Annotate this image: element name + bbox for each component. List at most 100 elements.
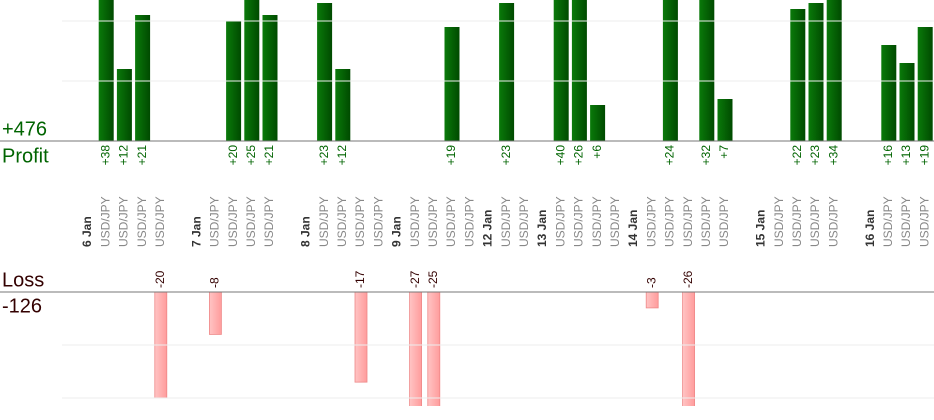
category-label: USD/JPY: [917, 196, 931, 247]
category-label: USD/JPY: [608, 196, 622, 247]
category-label: USD/JPY: [681, 196, 695, 247]
category-label: USD/JPY: [899, 196, 913, 247]
date-label: 9 Jan: [390, 216, 404, 247]
category-label: USD/JPY: [517, 196, 531, 247]
date-label: 12 Jan: [481, 210, 495, 247]
loss-value-label: -27: [408, 270, 422, 288]
category-label: USD/JPY: [590, 196, 604, 247]
profit-bar: [826, 0, 842, 141]
profit-value-label: +12: [117, 145, 131, 166]
date-label: 15 Jan: [754, 210, 768, 247]
profit-bar: [499, 3, 515, 141]
category-label: USD/JPY: [117, 196, 131, 247]
loss-label: Loss: [2, 269, 44, 291]
profit-value-label: +16: [881, 145, 895, 166]
profit-value-label: +21: [262, 145, 276, 166]
category-label: USD/JPY: [663, 196, 677, 247]
category-label: USD/JPY: [226, 196, 240, 247]
profit-bar: [116, 69, 132, 141]
loss-value-label: -26: [681, 270, 695, 288]
profit-bar: [717, 99, 733, 141]
loss-bar: [208, 292, 222, 335]
category-label: USD/JPY: [353, 196, 367, 247]
category-label: USD/JPY: [335, 196, 349, 247]
profit-total: +476: [2, 118, 47, 140]
category-label: USD/JPY: [553, 196, 567, 247]
profit-bar: [244, 0, 260, 141]
category-label: USD/JPY: [881, 196, 895, 247]
profit-value-label: +38: [98, 145, 112, 166]
profit-value-label: +34: [826, 145, 840, 166]
profit-bar: [590, 105, 606, 141]
profit-value-label: +23: [317, 145, 331, 166]
category-label: USD/JPY: [262, 196, 276, 247]
profit-bar: [571, 0, 587, 141]
profit-value-label: +12: [335, 145, 349, 166]
date-label: 7 Jan: [189, 216, 203, 247]
category-label: USD/JPY: [208, 196, 222, 247]
loss-bar: [682, 292, 695, 406]
profit-value-label: +19: [444, 145, 458, 166]
loss-value-label: -3: [644, 277, 658, 288]
profit-bar: [98, 0, 114, 141]
profit-bar: [135, 15, 151, 141]
category-label: USD/JPY: [444, 196, 458, 247]
profit-value-label: +32: [699, 145, 713, 166]
profit-value-label: +22: [790, 145, 804, 166]
loss-total: -126: [2, 295, 42, 317]
date-label: 16 Jan: [863, 210, 877, 247]
profit-value-label: +23: [499, 145, 513, 166]
loss-bar: [409, 292, 423, 406]
profit-value-label: +6: [590, 145, 604, 159]
profit-value-label: +23: [808, 145, 822, 166]
category-label: USD/JPY: [772, 196, 786, 247]
date-label: 13 Jan: [535, 210, 549, 247]
profit-value-label: +21: [135, 145, 149, 166]
profit-value-label: +13: [899, 145, 913, 166]
loss-value-label: -20: [153, 270, 167, 288]
profit-bar: [444, 27, 460, 141]
profit-value-label: +25: [244, 145, 258, 166]
category-label: USD/JPY: [153, 196, 167, 247]
profit-value-label: +26: [572, 145, 586, 166]
profit-bar: [881, 45, 897, 141]
loss-value-label: -25: [426, 270, 440, 288]
profit-value-label: +7: [717, 145, 731, 159]
profit-value-label: +19: [917, 145, 931, 166]
profit-label: Profit: [2, 145, 49, 167]
profit-bar: [917, 27, 933, 141]
category-label: USD/JPY: [790, 196, 804, 247]
category-label: USD/JPY: [408, 196, 422, 247]
category-label: USD/JPY: [135, 196, 149, 247]
profit-bar: [662, 0, 678, 141]
category-label: USD/JPY: [808, 196, 822, 247]
category-label: USD/JPY: [244, 196, 258, 247]
category-label: USD/JPY: [426, 196, 440, 247]
category-label: USD/JPY: [717, 196, 731, 247]
profit-bar: [262, 15, 278, 141]
category-label: USD/JPY: [499, 196, 513, 247]
profit-value-label: +20: [226, 145, 240, 166]
loss-bars: [154, 292, 695, 406]
profit-value-label: +40: [553, 145, 567, 166]
loss-bar: [645, 292, 659, 309]
profit-bar: [790, 9, 806, 141]
category-label: USD/JPY: [644, 196, 658, 247]
profit-bar: [808, 3, 824, 141]
profit-bar: [317, 3, 333, 141]
date-label: 6 Jan: [80, 216, 94, 247]
category-label: USD/JPY: [572, 196, 586, 247]
category-label: USD/JPY: [98, 196, 112, 247]
category-label: USD/JPY: [699, 196, 713, 247]
date-label: 8 Jan: [299, 216, 313, 247]
profit-bar: [899, 63, 915, 141]
category-label: USD/JPY: [826, 196, 840, 247]
loss-value-label: -8: [208, 277, 222, 288]
loss-bar: [427, 292, 441, 406]
profit-bar: [699, 0, 715, 141]
category-label: USD/JPY: [371, 196, 385, 247]
category-label: USD/JPY: [317, 196, 331, 247]
loss-value-label: -17: [353, 270, 367, 288]
profit-bar: [553, 0, 569, 141]
